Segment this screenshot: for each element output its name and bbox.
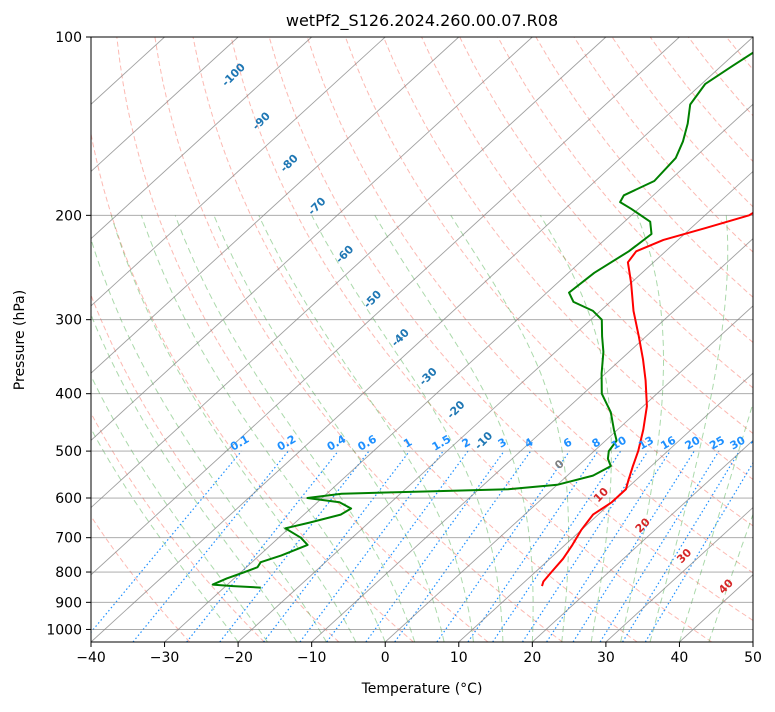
y-axis-label: Pressure (hPa) <box>12 290 28 390</box>
x-axis-label: Temperature (°C) <box>361 681 483 697</box>
y-tick-label: 500 <box>55 444 82 460</box>
x-tick-label: 10 <box>450 650 468 666</box>
y-tick-label: 600 <box>55 491 82 507</box>
x-tick-label: 30 <box>597 650 615 666</box>
y-tick-label: 1000 <box>46 622 82 638</box>
x-tick-label: −20 <box>223 650 253 666</box>
x-tick-label: −40 <box>76 650 106 666</box>
y-tick-label: 400 <box>55 387 82 403</box>
x-tick-label: 20 <box>523 650 541 666</box>
y-tick-label: 900 <box>55 595 82 611</box>
x-tick-label: 0 <box>381 650 390 666</box>
y-tick-label: 700 <box>55 531 82 547</box>
x-tick-label: 50 <box>744 650 762 666</box>
y-tick-label: 300 <box>55 313 82 329</box>
x-tick-label: 40 <box>671 650 689 666</box>
chart-title: wetPf2_S126.2024.260.00.07.R08 <box>286 11 558 31</box>
y-tick-label: 200 <box>55 208 82 224</box>
y-tick-label: 800 <box>55 565 82 581</box>
x-tick-label: −30 <box>150 650 180 666</box>
x-tick-label: −10 <box>297 650 327 666</box>
y-tick-label: 100 <box>55 30 82 46</box>
